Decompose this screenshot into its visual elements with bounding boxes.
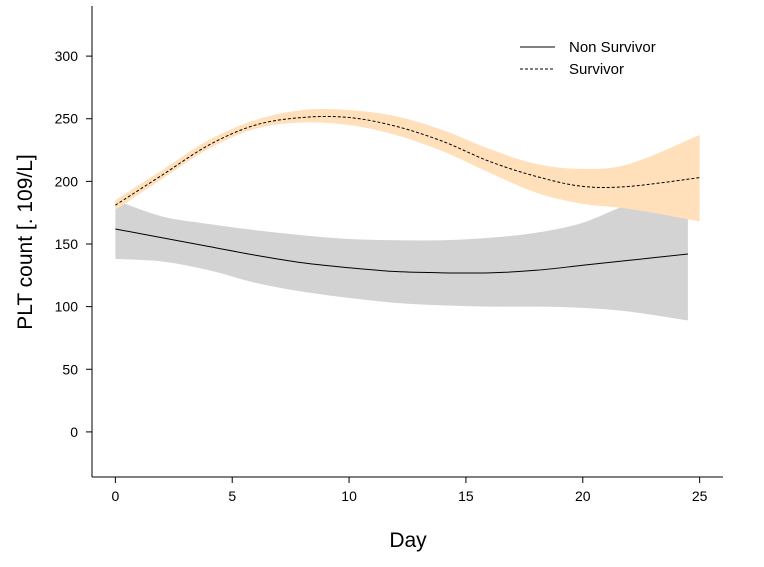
y-tick-label: 0	[70, 424, 78, 440]
lines-layer	[115, 115, 700, 274]
legend-label: Non Survivor	[569, 39, 656, 56]
non-survivor-line	[115, 228, 688, 274]
y-axis-title: PLT count [. 109/L]	[14, 154, 37, 330]
y-tick-label: 250	[55, 111, 79, 127]
legend-label: Survivor	[569, 61, 624, 78]
y-tick-label: 300	[55, 48, 79, 64]
survivor-confidence-band	[115, 108, 700, 222]
y-tick-label: 100	[55, 299, 79, 315]
non-survivor-confidence-band	[115, 186, 688, 321]
x-axis-ticks: 0 5 10 15 20 25	[111, 477, 708, 504]
x-tick-label: 25	[692, 488, 708, 504]
x-tick-label: 0	[111, 488, 119, 504]
x-tick-label: 20	[575, 488, 591, 504]
x-tick-label: 15	[458, 488, 474, 504]
x-tick-label: 10	[341, 488, 357, 504]
survivor-line	[115, 115, 700, 206]
x-tick-label: 5	[228, 488, 236, 504]
x-axis-title: Day	[389, 529, 427, 552]
y-tick-label: 150	[55, 236, 79, 252]
y-tick-label: 50	[62, 361, 78, 377]
legend: Non Survivor Survivor	[520, 39, 656, 78]
y-axis-ticks: 0 50 100 150 200 250 300	[55, 48, 92, 440]
bands-layer	[115, 108, 700, 321]
y-tick-label: 200	[55, 173, 79, 189]
